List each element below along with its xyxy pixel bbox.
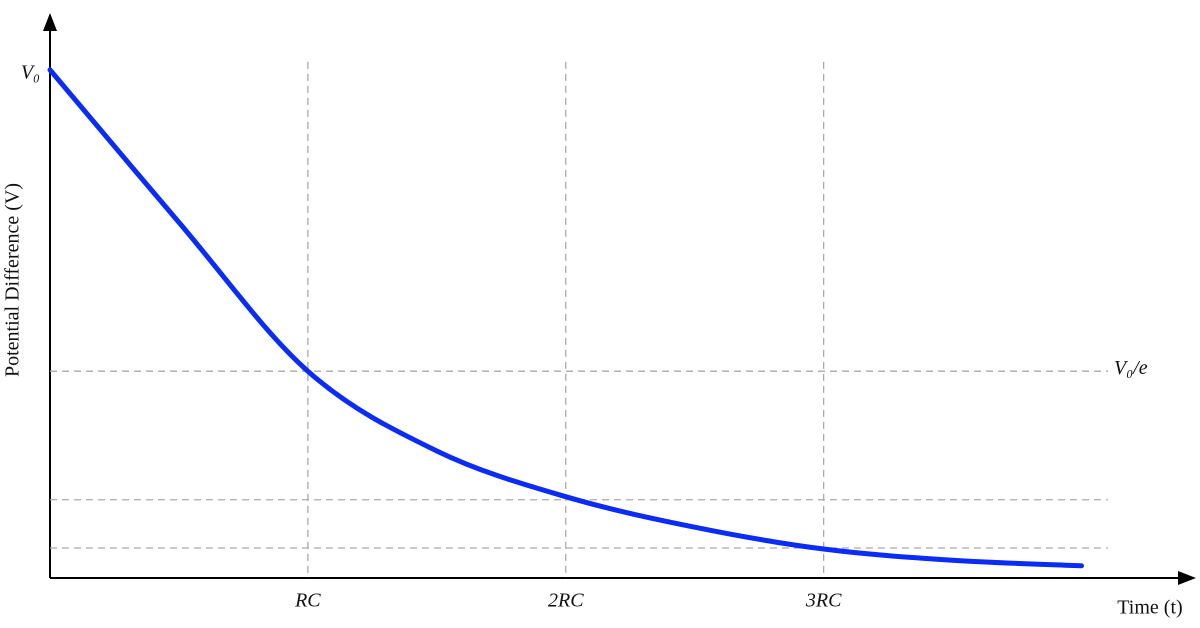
y-tick-label: V₀: [21, 61, 40, 83]
x-tick-label: RC: [294, 590, 321, 612]
x-tick-label: 2RC: [548, 590, 584, 612]
y-axis-title: Potential Difference (V): [2, 183, 24, 377]
decay-curve: [47, 67, 1085, 569]
x-axis-title: Time (t): [1117, 597, 1182, 619]
y-axis-arrow: [43, 13, 57, 31]
y-tick-label: V₀/e: [1114, 357, 1148, 379]
x-axis-arrow: [1178, 571, 1196, 585]
x-tick-label: 3RC: [805, 590, 842, 612]
